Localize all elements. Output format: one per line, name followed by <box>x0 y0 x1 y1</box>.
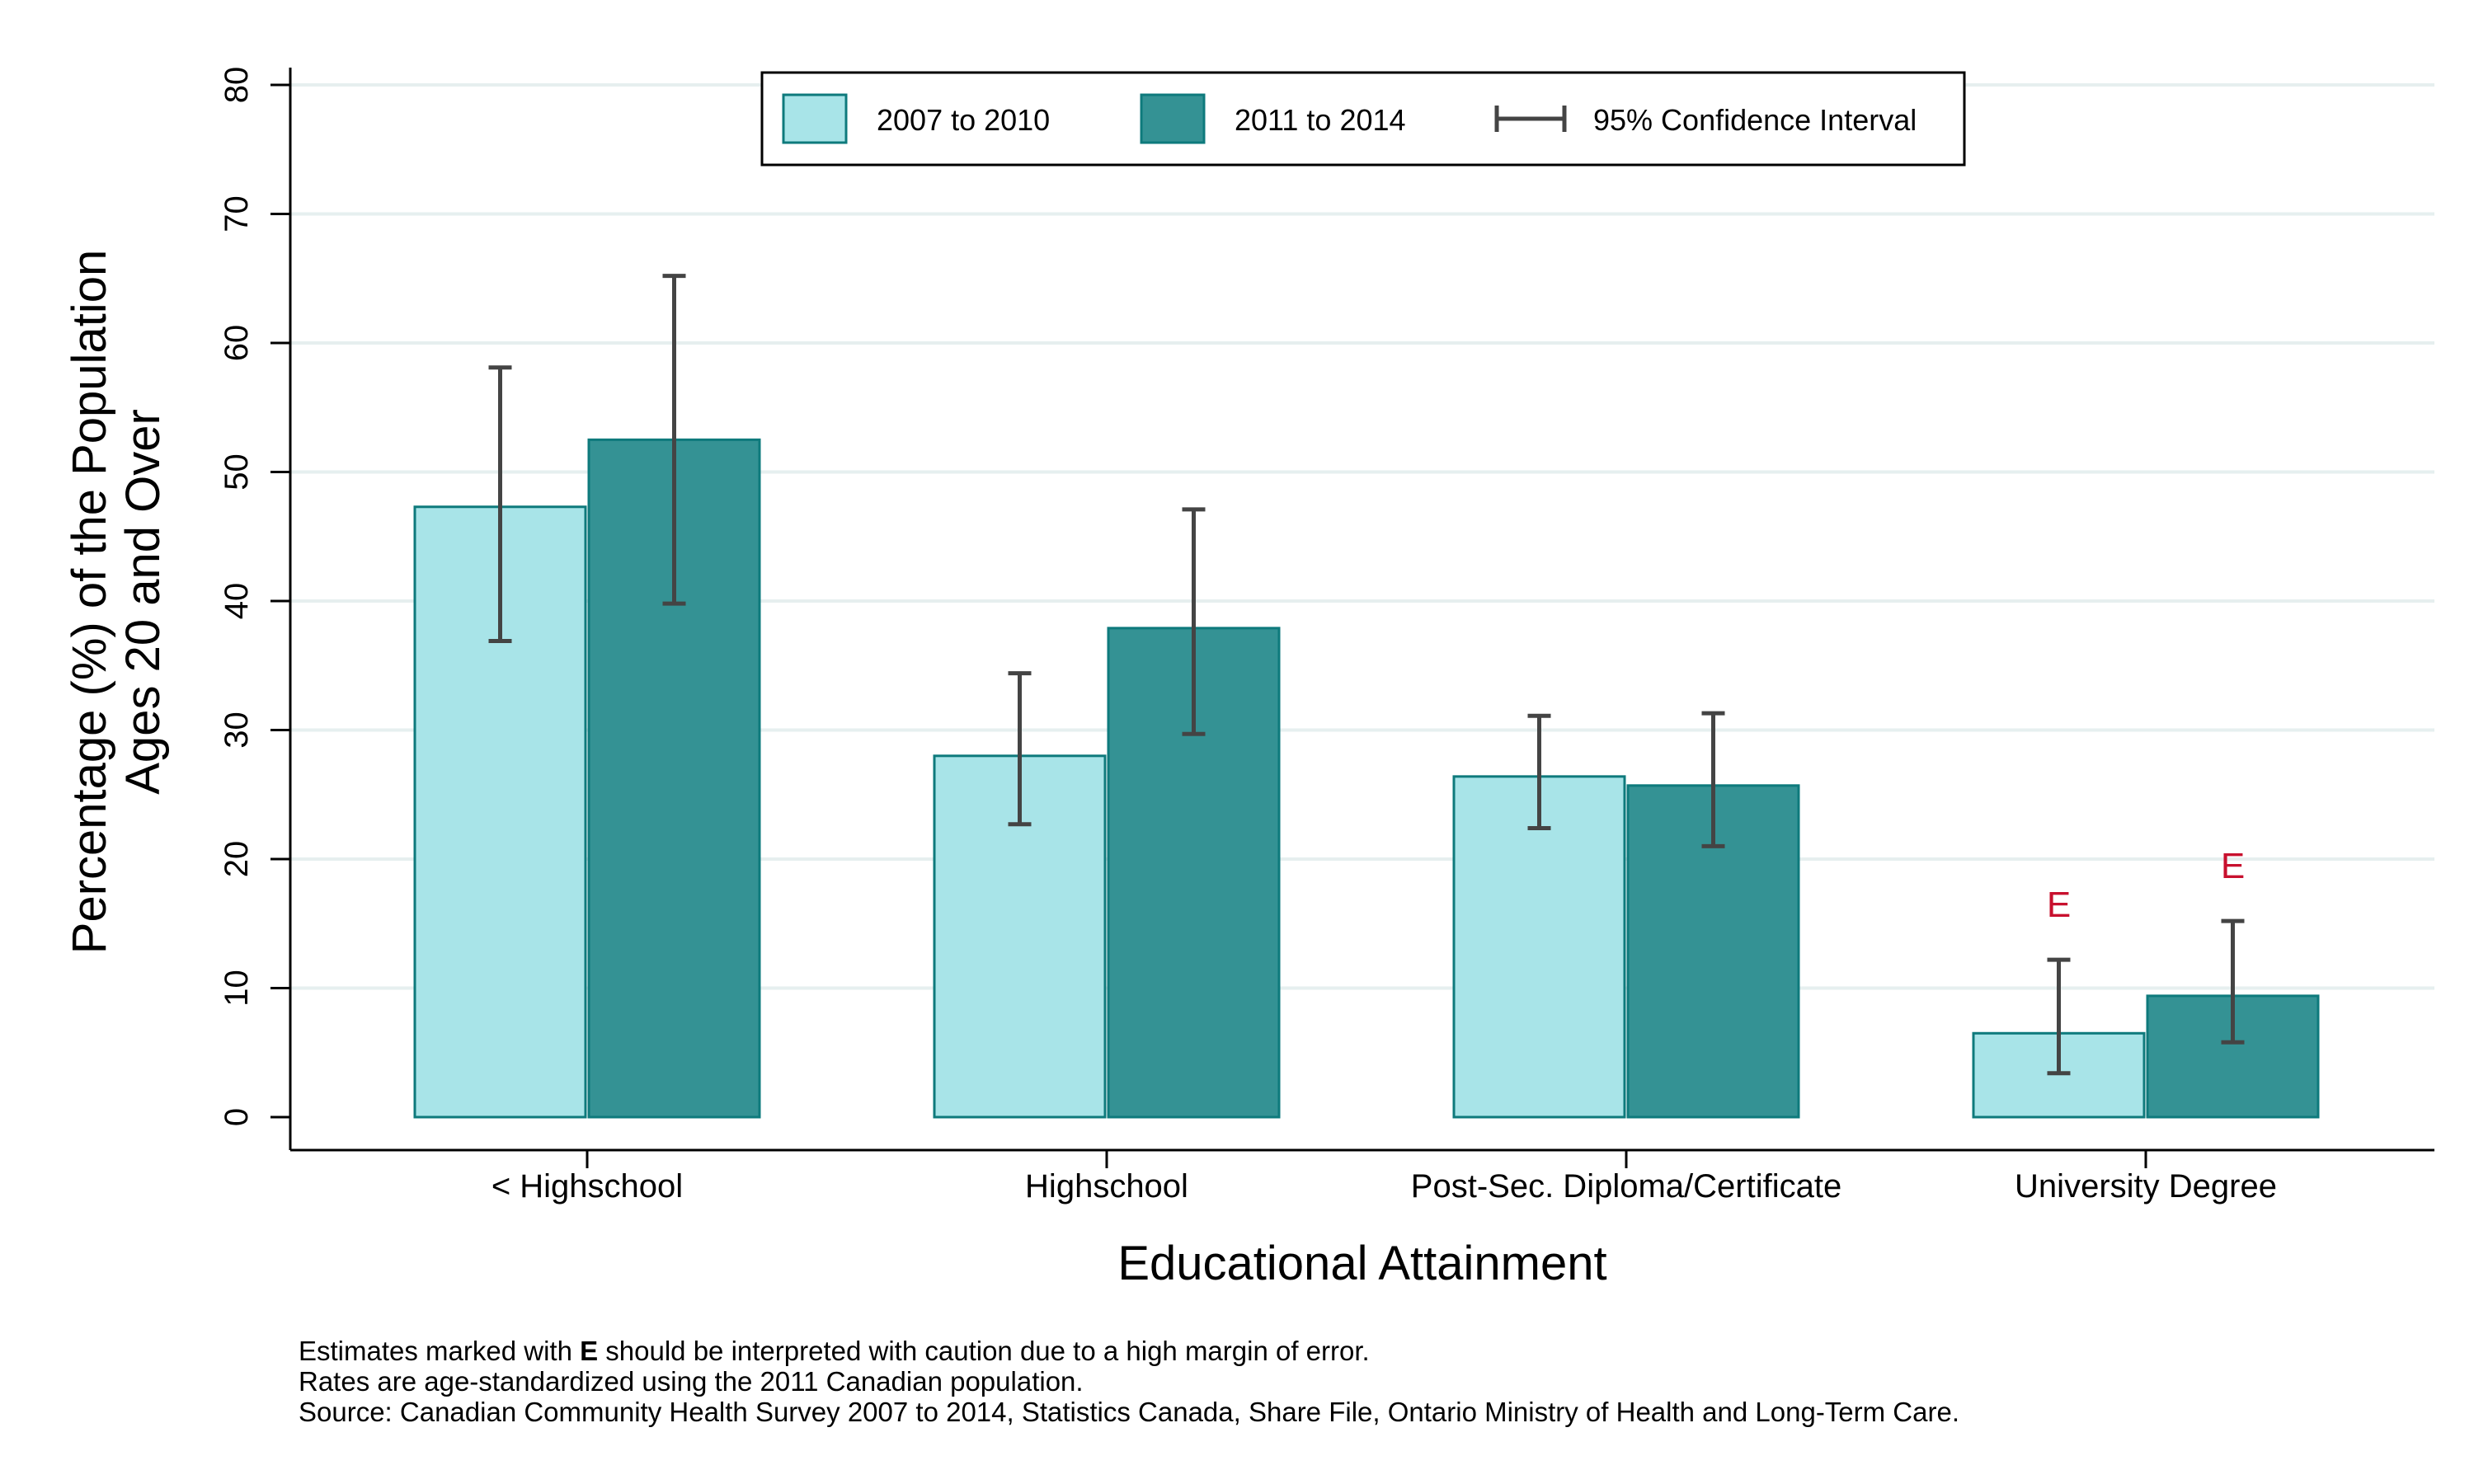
footnote-age-standardized: Rates are age-standardized using the 201… <box>299 1366 1084 1397</box>
y-tick-label: 80 <box>219 67 255 104</box>
x-tick-label: Post-Sec. Diploma/Certificate <box>1411 1168 1841 1205</box>
y-tick-label: 0 <box>219 1108 255 1126</box>
bars <box>413 438 2320 1119</box>
x-tick-label: < Highschool <box>492 1168 683 1205</box>
x-tick-label: Highschool <box>1025 1168 1188 1205</box>
error-bars <box>488 274 2245 1076</box>
axes <box>270 68 2434 1168</box>
y-tick-label: 30 <box>219 711 255 749</box>
error-bar <box>488 365 512 644</box>
error-bar <box>2047 957 2071 1076</box>
error-bar <box>1527 713 1551 830</box>
estimate-flag: E <box>2221 846 2245 886</box>
error-bar <box>662 274 686 606</box>
y-tick-label: 40 <box>219 583 255 620</box>
estimate-flag: E <box>2047 885 2071 925</box>
error-bar <box>2221 918 2245 1045</box>
legend-label-series-1: 2007 to 2010 <box>877 103 1050 137</box>
legend-ci-icon <box>1494 106 1567 132</box>
y-axis-title-line1: Percentage (%) of the Population <box>63 250 116 954</box>
legend-label-ci: 95% Confidence Interval <box>1593 103 1917 137</box>
legend-swatch-series-1 <box>782 93 848 144</box>
bar <box>1452 775 1626 1119</box>
error-bar <box>1182 507 1206 736</box>
tick-labels: 0 10 20 30 40 50 60 70 80 < Highschool Highschool P… <box>219 67 2277 1205</box>
y-tick-label: 20 <box>219 841 255 878</box>
y-axis-title-line2: Ages 20 and Over <box>116 409 170 795</box>
legend-box <box>760 71 1966 167</box>
error-bar <box>1008 671 1032 827</box>
legend-swatch-series-2 <box>1140 93 1206 144</box>
y-tick-label: 10 <box>219 970 255 1007</box>
legend-label-series-2: 2011 to 2014 <box>1235 103 1406 137</box>
y-tick-label: 50 <box>219 453 255 491</box>
x-tick-label: University Degree <box>2015 1168 2277 1205</box>
footnote-source: Source: Canadian Community Health Survey… <box>299 1397 1959 1427</box>
footnote-caution: Estimates marked with E should be interp… <box>299 1336 1370 1366</box>
legend: 2007 to 2010 2011 to 2014 95% Confidence… <box>760 71 1966 167</box>
footnotes: Estimates marked with E should be interp… <box>299 1336 2360 1427</box>
x-axis-title: Educational Attainment <box>1117 1237 1606 1290</box>
error-bar <box>1701 711 1725 848</box>
y-tick-label: 60 <box>219 325 255 362</box>
y-tick-label: 70 <box>219 195 255 232</box>
